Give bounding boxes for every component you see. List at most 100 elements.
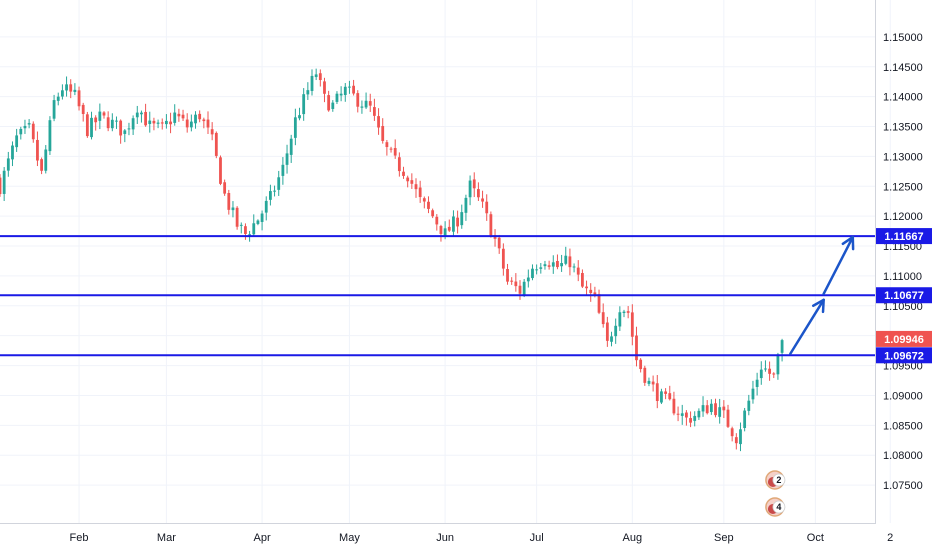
candle-body bbox=[701, 405, 705, 412]
candle-body bbox=[152, 120, 156, 124]
x-tick-label: Sep bbox=[714, 532, 734, 544]
candle-body bbox=[689, 418, 692, 423]
candle-body bbox=[310, 75, 314, 91]
candle-body bbox=[135, 112, 139, 118]
y-tick-label: 1.09000 bbox=[883, 390, 923, 402]
arrow-head[interactable] bbox=[841, 235, 855, 251]
levels-layer bbox=[0, 235, 875, 357]
candle-body bbox=[335, 93, 339, 102]
candle-body bbox=[539, 267, 543, 269]
candle-body bbox=[244, 226, 247, 234]
candle-body bbox=[522, 281, 526, 295]
candle-body bbox=[626, 311, 630, 313]
candle-body bbox=[19, 128, 23, 135]
x-tick-label: Mar bbox=[157, 532, 176, 544]
candle-body bbox=[514, 281, 518, 287]
candle-body bbox=[156, 122, 160, 124]
candle-body bbox=[65, 84, 68, 91]
candle-body bbox=[618, 312, 622, 327]
price-axis[interactable]: 1.15000 1.14500 1.14000 1.13500 1.13000 1.125… bbox=[883, 32, 923, 492]
level-price-tag bbox=[876, 287, 932, 304]
arrow-head[interactable] bbox=[811, 298, 825, 314]
candle-body bbox=[56, 96, 60, 101]
candle-body bbox=[709, 403, 713, 413]
candle-body bbox=[510, 280, 514, 282]
candle-body bbox=[722, 406, 726, 411]
candle-body bbox=[427, 201, 430, 209]
candle-body bbox=[772, 373, 776, 375]
candle-body bbox=[169, 121, 172, 125]
candle-body bbox=[264, 200, 268, 213]
candle-body bbox=[743, 410, 747, 428]
candle-body bbox=[52, 100, 56, 119]
economic-events[interactable]: 24 bbox=[765, 470, 786, 517]
candle-body bbox=[693, 415, 697, 421]
candle-body bbox=[393, 148, 397, 156]
candle-body bbox=[194, 114, 197, 124]
candle-body bbox=[435, 216, 439, 225]
arrow-shaft[interactable] bbox=[822, 235, 855, 296]
candle-body bbox=[410, 180, 414, 184]
candle-body bbox=[185, 119, 189, 128]
arrow-shaft[interactable] bbox=[789, 298, 825, 355]
y-tick-label: 1.13500 bbox=[883, 122, 923, 134]
y-tick-label: 1.12500 bbox=[883, 181, 923, 193]
candle-body bbox=[385, 142, 389, 148]
candle-body bbox=[343, 86, 347, 96]
candle-body bbox=[306, 90, 310, 95]
candle-body bbox=[148, 120, 152, 125]
candle-body bbox=[501, 248, 505, 269]
candle-body bbox=[622, 311, 626, 314]
candle-body bbox=[273, 190, 276, 192]
candle-body bbox=[759, 369, 763, 379]
candle-body bbox=[576, 267, 580, 275]
candle-body bbox=[705, 405, 709, 414]
candle-body bbox=[23, 125, 27, 129]
candle-body bbox=[214, 132, 218, 156]
x-tick-label: May bbox=[339, 532, 360, 544]
candle-body bbox=[635, 335, 638, 361]
x-tick-label: Aug bbox=[623, 532, 643, 544]
candle-body bbox=[643, 367, 647, 383]
candle-body bbox=[481, 198, 484, 202]
candle-body bbox=[260, 213, 264, 222]
time-axis[interactable]: Feb Mar Apr May Jun Jul Aug Sep Oct 2 bbox=[70, 532, 894, 544]
candle-body bbox=[660, 391, 663, 403]
candle-body bbox=[239, 224, 243, 226]
candle-body bbox=[0, 177, 2, 195]
candle-body bbox=[630, 312, 634, 337]
y-tick-label: 1.07500 bbox=[883, 480, 923, 492]
candle-body bbox=[489, 214, 493, 237]
candle-body bbox=[219, 157, 222, 184]
candle-body bbox=[293, 117, 297, 138]
candle-body bbox=[402, 171, 405, 176]
candle-body bbox=[227, 193, 231, 210]
candle-body bbox=[77, 90, 81, 107]
candle-body bbox=[15, 135, 19, 148]
x-tick-label: Jun bbox=[436, 532, 454, 544]
candle-body bbox=[69, 84, 73, 92]
candle-body bbox=[439, 226, 443, 234]
candle-body bbox=[6, 158, 10, 171]
level-price-label: 1.09672 bbox=[884, 350, 924, 362]
candle-body bbox=[422, 198, 426, 202]
candle-body bbox=[560, 263, 563, 267]
candle-body bbox=[323, 81, 326, 94]
candle-body bbox=[173, 112, 177, 123]
candle-body bbox=[714, 403, 717, 416]
candle-body bbox=[726, 409, 730, 427]
y-tick-label: 1.13000 bbox=[883, 151, 923, 163]
candle-body bbox=[506, 269, 509, 282]
candle-body bbox=[768, 368, 771, 374]
candle-body bbox=[127, 128, 131, 130]
candle-body bbox=[639, 359, 643, 370]
candle-body bbox=[547, 265, 551, 267]
candle-body bbox=[531, 268, 534, 279]
axes-layer bbox=[0, 0, 876, 524]
candle-body bbox=[356, 93, 360, 107]
candle-body bbox=[98, 111, 102, 121]
candles-layer bbox=[0, 68, 784, 452]
candle-body bbox=[377, 116, 380, 128]
y-tick-label: 1.10500 bbox=[883, 301, 923, 313]
